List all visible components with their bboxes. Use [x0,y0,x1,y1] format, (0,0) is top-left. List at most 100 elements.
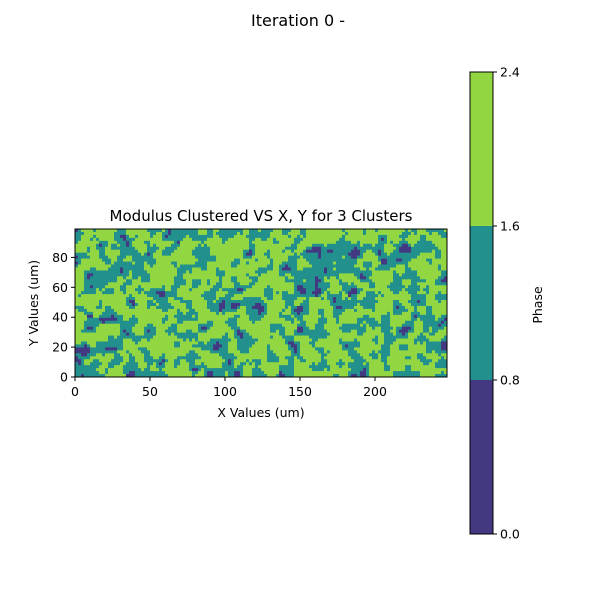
heatmap-cell [411,314,415,319]
heatmap-cell [417,282,421,286]
heatmap-cell [84,234,88,239]
heatmap-cell [126,317,130,322]
heatmap-cell [324,255,328,259]
heatmap-cell [183,252,187,256]
heatmap-cell [408,273,412,277]
heatmap-cell [192,234,196,239]
heatmap-cell [423,308,427,313]
heatmap-cell [210,308,214,313]
heatmap-cell [324,303,328,307]
heatmap-cell [414,243,418,248]
heatmap-cell [405,249,409,254]
heatmap-cell [141,326,145,330]
heatmap-cell [288,314,292,319]
heatmap-cell [321,264,325,268]
heatmap-cell [384,276,388,280]
heatmap-cell [366,329,370,333]
heatmap-cell [279,308,283,313]
heatmap-cell [195,255,199,259]
heatmap-cell [315,264,319,268]
heatmap-cell [99,229,103,233]
heatmap-cell [363,237,367,242]
heatmap-cell [372,338,376,342]
heatmap-cell [438,261,442,265]
heatmap-cell [141,285,145,289]
heatmap-cell [378,229,382,233]
heatmap-cell [114,338,118,342]
heatmap-cell [114,276,118,280]
heatmap-cell [84,338,88,342]
heatmap-cell [444,229,448,233]
heatmap-cell [93,276,97,280]
heatmap-cell [168,326,172,330]
heatmap-cell [231,229,235,233]
heatmap-cell [165,341,169,345]
heatmap-cell [111,344,115,348]
heatmap-cell [153,249,157,254]
heatmap-cell [240,249,244,254]
heatmap-cell [264,261,268,265]
heatmap-cell [393,249,397,254]
heatmap-cell [87,326,91,330]
heatmap-cell [108,335,112,339]
heatmap-cell [354,252,358,256]
heatmap-cell [114,294,118,298]
heatmap-cell [225,308,229,313]
heatmap-cell [279,344,283,348]
heatmap-cell [411,305,415,310]
heatmap-cell [135,308,139,313]
heatmap-cell [156,231,160,236]
heatmap-cell [108,237,112,242]
heatmap-cell [387,332,391,336]
heatmap-cell [105,335,109,339]
heatmap-cell [435,264,439,268]
heatmap-cell [441,341,445,345]
heatmap-cell [420,276,424,280]
heatmap-cell [105,305,109,310]
heatmap-cell [126,261,130,265]
heatmap-cell [216,326,220,330]
heatmap-cell [198,240,202,245]
heatmap-cell [177,288,181,292]
heatmap-cell [120,249,124,254]
heatmap-cell [195,317,199,322]
heatmap-cell [117,341,121,345]
heatmap-cell [162,308,166,313]
heatmap-cell [336,234,340,239]
heatmap-cell [417,344,421,348]
heatmap-cell [351,297,355,301]
heatmap-cell [441,255,445,259]
heatmap-cell [168,258,172,262]
heatmap-cell [327,276,331,280]
heatmap-cell [186,279,190,283]
heatmap-cell [384,258,388,262]
heatmap-cell [291,229,295,233]
heatmap-cell [156,323,160,328]
heatmap-cell [360,258,364,262]
heatmap-cell [213,297,217,301]
heatmap-cell [372,320,376,325]
heatmap-cell [399,300,403,304]
heatmap-cell [144,320,148,325]
heatmap-cell [318,323,322,328]
heatmap-cell [267,231,271,236]
heatmap-cell [156,338,160,342]
heatmap-cell [177,255,181,259]
heatmap-cell [147,314,151,319]
heatmap-cell [297,344,301,348]
heatmap-cell [423,314,427,319]
heatmap-cell [210,317,214,322]
heatmap-cell [159,305,163,310]
heatmap-cell [93,231,97,236]
heatmap-cell [147,270,151,274]
heatmap-cell [138,288,142,292]
heatmap-cell [273,303,277,307]
heatmap-cell [429,243,433,248]
heatmap-cell [366,291,370,295]
heatmap-cell [348,320,352,325]
heatmap-cell [78,320,82,325]
heatmap-cell [195,288,199,292]
heatmap-cell [294,249,298,254]
heatmap-cell [165,267,169,271]
heatmap-cell [348,255,352,259]
